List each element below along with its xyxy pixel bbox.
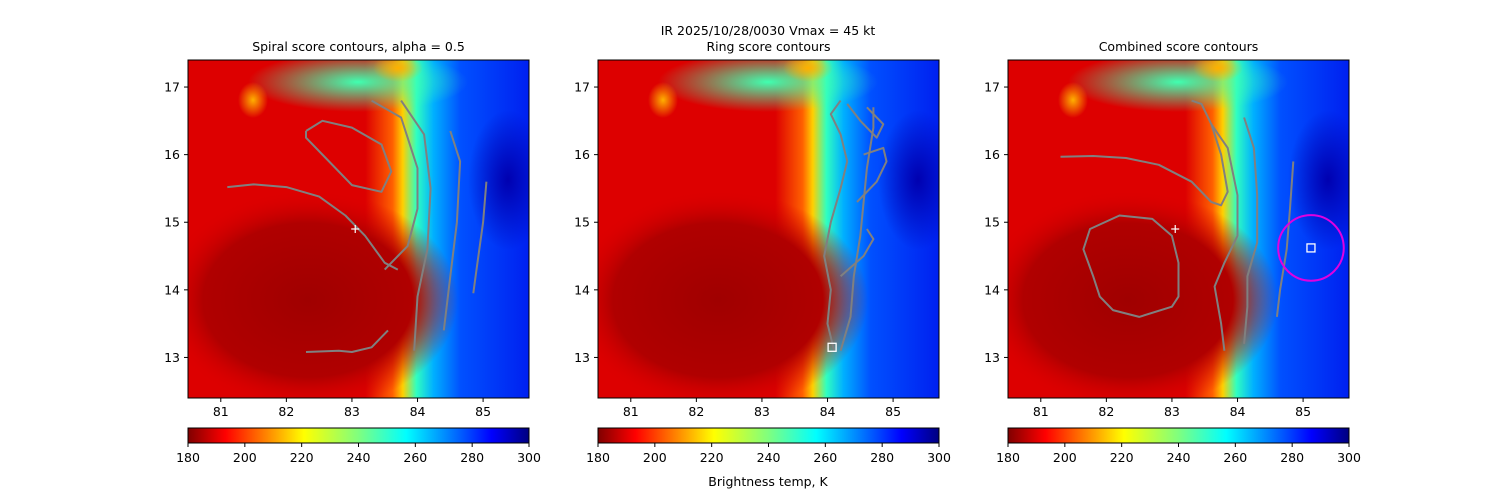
x-tick-label: 83 [754,404,770,419]
colorbar-tick-label: 220 [700,450,724,465]
x-tick-label: 84 [410,404,426,419]
colorbar-tick-label: 200 [643,450,667,465]
x-tick-label: 82 [1098,404,1114,419]
heatmap-field [188,60,529,398]
contour-line [305,119,393,193]
y-tick-label: 14 [164,282,180,297]
colorbar [187,427,530,444]
panel-ring: Ring score contours 81 82 83 84 85 13 14 15 16 17 1… [574,39,951,465]
x-tick-label: 82 [278,404,294,419]
figure-suptitle: IR 2025/10/28/0030 Vmax = 45 kt [661,23,876,38]
y-tick-label: 15 [574,215,590,230]
colorbar-tick-label: 180 [586,450,610,465]
x-tick-label: 85 [475,404,491,419]
colorbar-tick-label: 260 [403,450,427,465]
x-tick-label: 81 [623,404,639,419]
x-tick-label: 85 [1295,404,1311,419]
center-square-marker [827,342,837,352]
contour-line [472,181,488,294]
colorbar-tick-label: 200 [233,450,257,465]
x-tick-label: 81 [1033,404,1049,419]
colorbar-tick-label: 240 [757,450,781,465]
contour-line [823,100,849,351]
x-tick-label: 84 [820,404,836,419]
contour-line [371,99,419,271]
x-tick-label: 83 [1164,404,1180,419]
colorbar-tick-label: 280 [460,450,484,465]
x-tick-label: 81 [213,404,229,419]
colorbar-tick-label: 260 [1223,450,1247,465]
colorbar-tick-label: 280 [870,450,894,465]
colorbar-tick-label: 240 [1167,450,1191,465]
x-tick-label: 84 [1230,404,1246,419]
heatmap-field [1008,60,1349,398]
contour-line [227,183,399,271]
axes-frame [187,59,530,399]
panel-title-spiral: Spiral score contours, alpha = 0.5 [252,39,465,54]
contour-line [1210,123,1239,351]
contour-line [839,228,875,278]
y-tick-label: 17 [164,80,180,95]
colorbar-tick-label: 240 [347,450,371,465]
axes-frame [1007,59,1350,399]
colorbar-tick-label: 180 [176,450,200,465]
y-tick-label: 16 [984,147,1000,162]
y-tick-label: 16 [574,147,590,162]
colorbar-tick-label: 220 [290,450,314,465]
y-tick-label: 17 [984,80,1000,95]
y-tick-label: 16 [164,147,180,162]
y-tick-label: 15 [164,215,180,230]
contour-line [856,146,888,203]
heatmap-field [598,60,939,398]
panel-combined: Combined score contours 81 82 83 84 85 13 14 15 1… [984,39,1361,465]
contour-line [1060,99,1229,207]
contour-line [1275,161,1295,318]
center-square-marker [1306,243,1316,253]
y-tick-label: 13 [164,350,180,365]
panel-title-ring: Ring score contours [706,39,830,54]
panel-spiral: Spiral score contours, alpha = 0.5 81 82 83… [164,39,541,465]
colorbar-tick-label: 260 [813,450,837,465]
colorbar [1007,427,1350,444]
colorbar-tick-label: 280 [1280,450,1304,465]
y-tick-label: 17 [574,80,590,95]
x-tick-label: 83 [344,404,360,419]
contour-line [846,103,885,139]
colorbar-tick-label: 180 [996,450,1020,465]
center-plus-marker [351,225,360,233]
colorbar-tick-label: 220 [1110,450,1134,465]
y-tick-label: 13 [984,350,1000,365]
y-tick-label: 13 [574,350,590,365]
contour-line [1243,117,1259,344]
colorbar-tick-label: 200 [1053,450,1077,465]
colorbar-label: Brightness temp, K [708,474,828,489]
colorbar-tick-label: 300 [1337,450,1361,465]
x-tick-label: 85 [885,404,901,419]
colorbar-tick-label: 300 [927,450,951,465]
contour-line [1082,214,1180,318]
contour-line [305,329,389,353]
y-tick-label: 14 [574,282,590,297]
colorbar [597,427,940,444]
axes-frame [597,59,940,399]
x-tick-label: 82 [688,404,704,419]
panel-title-combined: Combined score contours [1099,39,1259,54]
contour-line [442,130,462,331]
ring-circle-marker [1277,214,1345,282]
contour-line [400,100,432,351]
y-tick-label: 15 [984,215,1000,230]
center-plus-marker [1171,225,1180,233]
colorbar-tick-label: 300 [517,450,541,465]
y-tick-label: 14 [984,282,1000,297]
